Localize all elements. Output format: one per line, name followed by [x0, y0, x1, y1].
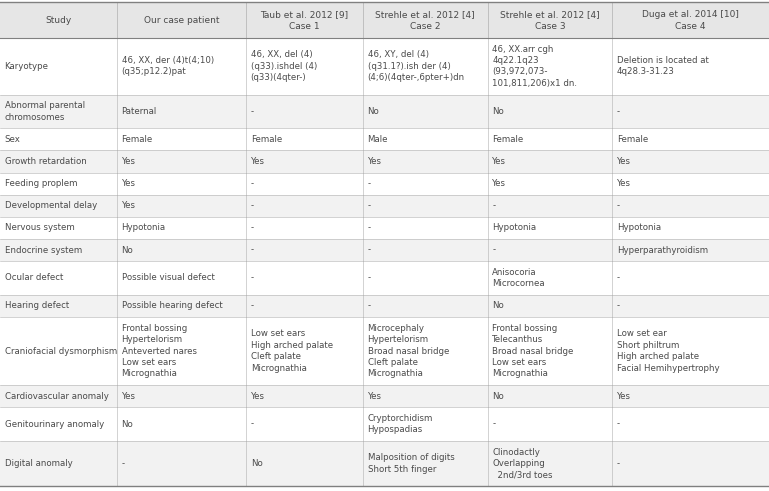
Text: Low set ears
High arched palate
Cleft palate
Micrognathia: Low set ears High arched palate Cleft pa… — [251, 329, 333, 373]
Text: Yes: Yes — [368, 157, 381, 166]
Text: Karyotype: Karyotype — [5, 62, 48, 71]
Bar — [0, 295, 769, 317]
Text: -: - — [492, 420, 495, 429]
Text: No: No — [122, 420, 133, 429]
Text: -: - — [368, 201, 371, 210]
Bar — [0, 261, 769, 295]
Text: -: - — [368, 301, 371, 310]
Text: Developmental delay: Developmental delay — [5, 201, 97, 210]
Text: -: - — [617, 301, 620, 310]
Text: -: - — [492, 246, 495, 254]
Bar — [0, 2, 117, 38]
Text: -: - — [251, 301, 254, 310]
Text: No: No — [368, 107, 379, 116]
Bar — [0, 150, 769, 172]
Text: -: - — [251, 420, 254, 429]
Text: -: - — [368, 223, 371, 232]
Text: Strehle et al. 2012 [4]
Case 3: Strehle et al. 2012 [4] Case 3 — [500, 10, 600, 30]
Text: Frontal bossing
Telecanthus
Broad nasal bridge
Low set ears
Micrognathia: Frontal bossing Telecanthus Broad nasal … — [492, 324, 574, 379]
Text: Digital anomaly: Digital anomaly — [5, 459, 72, 468]
Text: Yes: Yes — [251, 157, 265, 166]
Text: Deletion is located at
4q28.3-31.23: Deletion is located at 4q28.3-31.23 — [617, 56, 708, 77]
Bar — [246, 2, 363, 38]
Bar — [0, 128, 769, 150]
Text: Malposition of digits
Short 5th finger: Malposition of digits Short 5th finger — [368, 453, 454, 474]
Text: Possible visual defect: Possible visual defect — [122, 273, 215, 282]
Text: No: No — [251, 459, 262, 468]
Text: Abnormal parental
chromosomes: Abnormal parental chromosomes — [5, 101, 85, 122]
Bar — [0, 239, 769, 261]
Text: No: No — [492, 301, 504, 310]
Text: Hypotonia: Hypotonia — [617, 223, 661, 232]
Text: Endocrine system: Endocrine system — [5, 246, 82, 254]
Text: 46, XX, der (4)t(4;10)
(q35;p12.2)pat: 46, XX, der (4)t(4;10) (q35;p12.2)pat — [122, 56, 214, 77]
Text: Nervous system: Nervous system — [5, 223, 75, 232]
Text: -: - — [617, 107, 620, 116]
Text: Yes: Yes — [492, 157, 506, 166]
Text: -: - — [251, 201, 254, 210]
Text: Duga et al. 2014 [10]
Case 4: Duga et al. 2014 [10] Case 4 — [642, 10, 739, 30]
Text: -: - — [617, 459, 620, 468]
Bar — [612, 2, 769, 38]
Bar — [363, 2, 488, 38]
Bar — [0, 38, 769, 95]
Text: No: No — [492, 107, 504, 116]
Text: Taub et al. 2012 [9]
Case 1: Taub et al. 2012 [9] Case 1 — [261, 10, 348, 30]
Text: Yes: Yes — [617, 179, 631, 188]
Text: -: - — [251, 107, 254, 116]
Text: Study: Study — [45, 16, 72, 25]
Text: No: No — [122, 246, 133, 254]
Text: Microcephaly
Hypertelorism
Broad nasal bridge
Cleft palate
Micrognathia: Microcephaly Hypertelorism Broad nasal b… — [368, 324, 449, 379]
Text: 46, XY, del (4)
(q31.1?).ish der (4)
(4;6)(4qter-,6pter+)dn: 46, XY, del (4) (q31.1?).ish der (4) (4;… — [368, 50, 464, 82]
Text: Yes: Yes — [617, 392, 631, 401]
Text: Yes: Yes — [122, 201, 135, 210]
Text: Genitourinary anomaly: Genitourinary anomaly — [5, 420, 104, 429]
Text: Feeding proplem: Feeding proplem — [5, 179, 77, 188]
Text: Female: Female — [617, 135, 648, 144]
Text: Cryptorchidism
Hypospadias: Cryptorchidism Hypospadias — [368, 414, 433, 435]
Bar — [0, 172, 769, 194]
Text: 46, XX, del (4)
(q33).ishdel (4)
(q33)(4qter-): 46, XX, del (4) (q33).ishdel (4) (q33)(4… — [251, 50, 317, 82]
Text: -: - — [492, 201, 495, 210]
Text: Ocular defect: Ocular defect — [5, 273, 63, 282]
Text: Yes: Yes — [122, 179, 135, 188]
Text: Hearing defect: Hearing defect — [5, 301, 69, 310]
Text: Sex: Sex — [5, 135, 21, 144]
Text: -: - — [251, 246, 254, 254]
Text: Hypotonia: Hypotonia — [122, 223, 165, 232]
Text: Hypotonia: Hypotonia — [492, 223, 536, 232]
Text: Cardiovascular anomaly: Cardiovascular anomaly — [5, 392, 108, 401]
Text: Female: Female — [492, 135, 524, 144]
Text: Hyperparathyroidism: Hyperparathyroidism — [617, 246, 707, 254]
Text: Low set ear
Short philtrum
High arched palate
Facial Hemihypertrophy: Low set ear Short philtrum High arched p… — [617, 329, 719, 373]
Text: -: - — [368, 179, 371, 188]
Text: Male: Male — [368, 135, 388, 144]
Text: No: No — [492, 392, 504, 401]
Text: Female: Female — [122, 135, 153, 144]
Text: -: - — [251, 223, 254, 232]
Bar — [0, 317, 769, 385]
Text: Possible hearing defect: Possible hearing defect — [122, 301, 222, 310]
Text: -: - — [368, 273, 371, 282]
Text: -: - — [617, 420, 620, 429]
Text: 46, XX.arr cgh
4q22.1q23
(93,972,073-
101,811,206)x1 dn.: 46, XX.arr cgh 4q22.1q23 (93,972,073- 10… — [492, 45, 578, 88]
Text: Strehle et al. 2012 [4]
Case 2: Strehle et al. 2012 [4] Case 2 — [375, 10, 475, 30]
Text: Anisocoria
Microcornea: Anisocoria Microcornea — [492, 268, 544, 288]
Text: -: - — [368, 246, 371, 254]
Text: -: - — [251, 273, 254, 282]
Bar — [0, 194, 769, 217]
Bar — [0, 441, 769, 486]
Text: Our case patient: Our case patient — [144, 16, 219, 25]
Text: Yes: Yes — [617, 157, 631, 166]
Text: Clinodactly
Overlapping
  2nd/3rd toes: Clinodactly Overlapping 2nd/3rd toes — [492, 448, 553, 479]
Bar — [0, 95, 769, 128]
Text: Frontal bossing
Hypertelorism
Anteverted nares
Low set ears
Micrognathia: Frontal bossing Hypertelorism Anteverted… — [122, 324, 197, 379]
Text: Yes: Yes — [368, 392, 381, 401]
Bar — [0, 217, 769, 239]
Text: Craniofacial dysmorphism: Craniofacial dysmorphism — [5, 347, 117, 355]
Text: -: - — [617, 273, 620, 282]
Bar — [0, 407, 769, 441]
Text: -: - — [122, 459, 125, 468]
Text: Growth retardation: Growth retardation — [5, 157, 86, 166]
Text: Yes: Yes — [122, 157, 135, 166]
